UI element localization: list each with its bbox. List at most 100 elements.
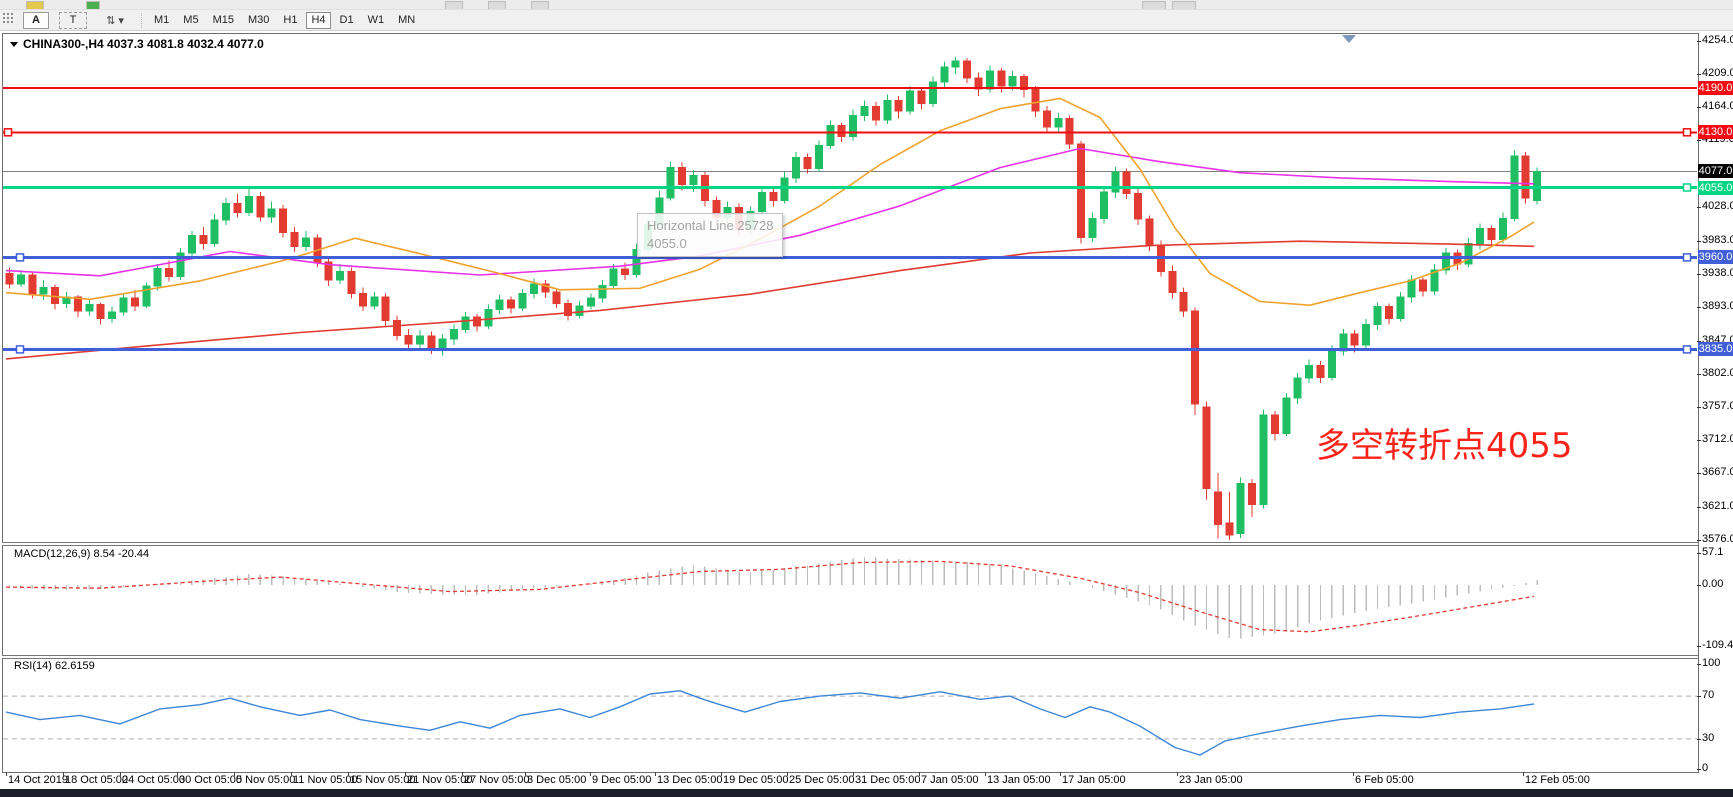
date-tick (6, 772, 7, 776)
clipped-icon[interactable] (1142, 1, 1166, 9)
macd-signal-line (5, 560, 1535, 633)
rsi-tick-label: 30 (1702, 731, 1715, 744)
price-tick-label: 4164.0 (1702, 100, 1733, 113)
rsi-tick (1697, 664, 1701, 665)
horizontal-line-4130.0[interactable] (3, 128, 1697, 137)
date-tick-label: 25 Dec 05:00 (789, 774, 855, 786)
tooltip-line2: 4055.0 (647, 236, 687, 251)
price-tick-label: 3667.0 (1702, 466, 1733, 478)
price-tick (1697, 540, 1701, 541)
timeframe-D1[interactable]: D1 (339, 14, 354, 26)
clipped-toolbar-row (0, 0, 1733, 10)
chevron-down-icon (10, 42, 18, 47)
date-tick (462, 772, 463, 776)
date-tick-label: 31 Dec 05:00 (855, 774, 921, 786)
rsi-tick-label: 100 (1702, 657, 1721, 669)
candlesticks (5, 57, 1542, 540)
chart-title[interactable]: CHINA300-,H4 4037.3 4081.8 4032.4 4077.0 (10, 37, 264, 51)
cursor-tool-button[interactable]: A (23, 11, 49, 29)
rsi-tick (1697, 696, 1701, 698)
date-tick (985, 772, 986, 776)
clipped-icon[interactable] (445, 1, 463, 9)
date-tick-label: 21 Nov 05:00 (407, 774, 473, 786)
date-tick-label: 11 Nov 05:00 (293, 774, 358, 786)
price-tick-label: 3938.0 (1702, 266, 1733, 279)
timeframe-MN[interactable]: MN (398, 14, 416, 26)
horizontal-line-3835.0[interactable] (3, 345, 1697, 354)
horizontal-line-3960.0[interactable] (3, 253, 1697, 262)
date-tick (291, 772, 292, 776)
date-tick-label: 15 Nov 05:00 (350, 774, 416, 786)
timeframe-H4[interactable]: H4 (306, 11, 331, 29)
clipped-icon[interactable] (531, 1, 549, 9)
date-tick (919, 772, 920, 776)
date-tick (853, 772, 854, 776)
date-tick (721, 772, 722, 776)
price-tick-label: 3802.0 (1702, 366, 1733, 379)
date-tick (1523, 772, 1524, 776)
clipped-icon[interactable] (86, 1, 100, 9)
date-tick-label: 3 Dec 05:00 (527, 774, 587, 786)
date-tick-label: 18 Oct 05:00 (65, 774, 128, 786)
scroll-to-end-icon[interactable] (1342, 35, 1356, 43)
date-tick (234, 772, 235, 776)
date-tick-label: 30 Oct 05:00 (179, 774, 242, 786)
price-tick (1697, 473, 1701, 474)
grid-icon[interactable] (3, 13, 19, 27)
price-tick-label: 4209.0 (1702, 67, 1733, 80)
timeframe-buttons: M1 M5 M15 M30 H1 H4 D1 W1 MN (149, 11, 424, 29)
clipped-icon[interactable] (488, 1, 506, 9)
macd-tick-label: 57.1 (1702, 546, 1724, 558)
pane-separator-rsi[interactable] (2, 655, 1698, 659)
timeframe-W1[interactable]: W1 (367, 14, 385, 26)
price-badge-4190.0: 4190.0 (1698, 81, 1733, 96)
price-tick (1697, 406, 1701, 408)
date-tick (63, 772, 64, 776)
clipped-icon[interactable] (26, 1, 44, 9)
date-tick-label: 14 Oct 2019 (8, 774, 68, 786)
price-badge-3960.0: 3960.0 (1698, 250, 1733, 265)
price-badge-4055.0: 4055.0 (1698, 180, 1733, 195)
date-tick (787, 772, 788, 776)
timeframe-M1[interactable]: M1 (154, 14, 170, 26)
toolbar-separator (141, 12, 143, 28)
timeframe-H1[interactable]: H1 (283, 14, 298, 26)
macd-indicator-label: MACD(12,26,9) 8.54 -20.44 (14, 548, 150, 560)
symbol-ohlc-text: CHINA300-,H4 4037.3 4081.8 4032.4 4077.0 (23, 37, 264, 51)
price-tick (1697, 273, 1701, 275)
chart-text-annotation[interactable]: 多空转折点4055 (1316, 426, 1573, 466)
clipped-icon[interactable] (1172, 1, 1196, 9)
price-tick (1697, 306, 1701, 308)
text-tool-button[interactable]: T (59, 11, 87, 29)
timeframe-M30[interactable]: M30 (247, 14, 270, 26)
date-tick-label: 13 Jan 05:00 (987, 774, 1051, 786)
price-tick-label: 4254.0 (1702, 34, 1733, 46)
date-tick (120, 772, 121, 776)
date-tick (655, 772, 656, 776)
rsi-tick (1697, 738, 1701, 740)
horizontal-line-4055.0[interactable] (3, 183, 1697, 192)
pane-separator-macd[interactable] (2, 542, 1698, 546)
date-tick-label: 7 Jan 05:00 (921, 774, 979, 786)
date-tick-label: 19 Dec 05:00 (723, 774, 789, 786)
timeframe-M15[interactable]: M15 (212, 14, 234, 26)
macd-tick-label: -109.43 (1702, 639, 1733, 651)
toolbar: A T ⇅ ▾ M1 M5 M15 M30 H1 H4 D1 W1 MN (0, 10, 1733, 31)
rsi-line (5, 690, 1535, 756)
arrange-tool-button[interactable]: ⇅ ▾ (106, 14, 124, 27)
price-tick-label: 3621.0 (1702, 499, 1733, 512)
date-tick-label: 9 Dec 05:00 (592, 774, 652, 786)
tooltip-line1: Horizontal Line 25728 (647, 218, 774, 233)
price-tick (1697, 74, 1701, 76)
price-tick (1697, 506, 1701, 508)
price-tick-label: 3983.0 (1702, 233, 1733, 246)
ma-fast-orange (5, 97, 1535, 306)
object-tooltip: Horizontal Line 25728 4055.0 (637, 213, 784, 257)
price-tick-label: 3712.0 (1702, 432, 1733, 445)
chart-frame (2, 33, 1699, 773)
date-tick-label: 23 Jan 05:00 (1179, 774, 1243, 786)
ma-slow-red (5, 240, 1535, 360)
price-badge-3835.0: 3835.0 (1698, 342, 1733, 357)
timeframe-M5[interactable]: M5 (183, 14, 199, 26)
